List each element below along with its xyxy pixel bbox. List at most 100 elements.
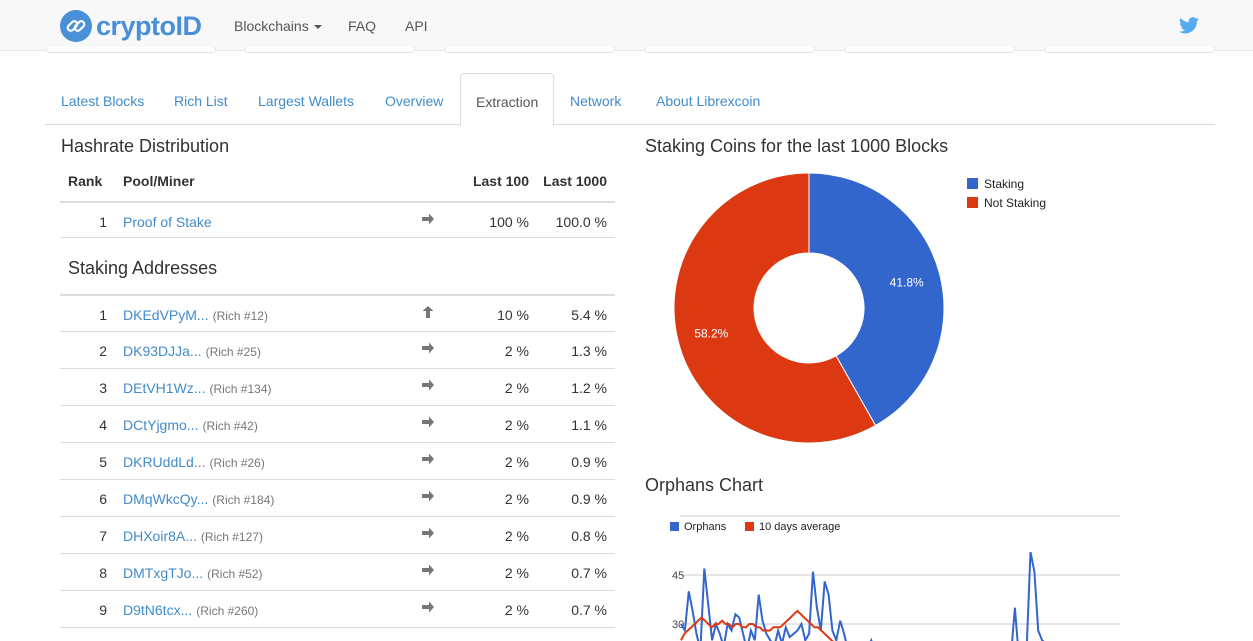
legend-swatch [967,178,978,189]
legend-orphans: Orphans [670,521,726,533]
row-last1000: 1.2 % [571,380,607,396]
table-row: 8 DMTxgTJo... (Rich #52) 2 % 0.7 % [60,553,615,590]
address-link[interactable]: DKEdVPyM... (Rich #12) [123,307,268,323]
header-rank: Rank [68,173,103,189]
rich-rank: (Rich #127) [200,530,263,544]
nav-blockchains-dropdown[interactable]: Blockchains [234,18,322,34]
arrow-right-icon [421,489,435,506]
series-line-10-days-average [680,609,834,641]
hashrate-title: Hashrate Distribution [61,136,230,156]
address-text: DCtYjgmo... [123,417,199,433]
pie-slice-label: 41.8% [890,275,924,289]
row-last100: 100 % [489,214,529,230]
rich-rank: (Rich #26) [209,456,265,470]
pie-slice-label: 58.2% [694,327,728,341]
arrow-right-icon [421,563,435,580]
row-last100: 2 % [504,565,529,581]
brand-name: cryptoID [96,10,202,41]
series-line-orphans [680,551,1045,641]
chain-link-icon [60,10,92,42]
nav-faq[interactable]: FAQ [348,18,377,34]
row-rank: 4 [99,417,107,433]
nav-api[interactable]: API [405,18,428,34]
row-last1000: 0.7 % [571,602,607,618]
tab-overview[interactable]: Overview [385,93,444,109]
address-link[interactable]: DEtVH1Wz... (Rich #134) [123,380,272,396]
row-rank: 8 [99,565,107,581]
row-rank: 5 [99,454,107,470]
pie-slice-not-staking [673,172,877,444]
ghost-panel [845,47,1015,53]
address-link[interactable]: DMqWkcQy... (Rich #184) [123,491,274,507]
ghost-panel [645,47,815,53]
table-row: 4 DCtYjgmo... (Rich #42) 2 % 1.1 % [60,405,615,442]
address-link[interactable]: DHXoir8A... (Rich #127) [123,528,263,544]
address-link[interactable]: D9tN6tcx... (Rich #260) [123,602,258,618]
table-row: 1 DKEdVPyM... (Rich #12) 10 % 5.4 % [60,294,615,331]
rich-rank: (Rich #260) [196,604,259,618]
address-text: DKEdVPyM... [123,307,209,323]
caret-down-icon [313,25,322,30]
header-last1000: Last 1000 [543,173,607,189]
staking-table: 1 DKEdVPyM... (Rich #12) 10 % 5.4 % 2 DK93DJJa… [60,294,615,634]
row-last1000: 0.9 % [571,491,607,507]
address-link[interactable]: DKRUddLd... (Rich #26) [123,454,265,470]
arrow-right-icon [421,415,435,432]
table-row: 2 DK93DJJa... (Rich #25) 2 % 1.3 % [60,331,615,368]
address-link[interactable]: DMTxgTJo... (Rich #52) [123,565,262,581]
address-text: DK93DJJa... [123,343,202,359]
address-text: DMqWkcQy... [123,491,209,507]
row-last100: 10 % [497,307,529,323]
arrow-right-icon [421,526,435,543]
row-last1000: 100.0 % [555,214,607,230]
navbar: cryptoID Blockchains FAQ API [0,0,1253,51]
tab-about-librexcoin[interactable]: About Librexcoin [656,93,761,109]
arrow-right-icon [421,600,435,617]
y-tick-label: 45 [672,570,684,582]
table-row: 7 DHXoir8A... (Rich #127) 2 % 0.8 % [60,516,615,553]
tab-rich-list[interactable]: Rich List [174,93,228,109]
row-rank: 2 [99,343,107,359]
tab-largest-wallets[interactable]: Largest Wallets [258,93,354,109]
row-last100: 2 % [504,454,529,470]
table-row: 5 DKRUddLd... (Rich #26) 2 % 0.9 % [60,442,615,479]
pool-link[interactable]: Proof of Stake [123,214,212,230]
legend-swatch [745,522,754,531]
staking-chart-title: Staking Coins for the last 1000 Blocks [645,136,949,156]
arrow-right-icon [421,452,435,469]
rich-rank: (Rich #12) [212,309,268,323]
row-last1000: 0.7 % [571,565,607,581]
tab-latest-blocks[interactable]: Latest Blocks [61,93,145,109]
row-rank: 6 [99,491,107,507]
ghost-panel [1045,47,1215,53]
staking-pie-chart: 41.8% 58.2% [673,172,945,444]
orphans-line-chart: 30 45 [672,515,1120,641]
header-last100: Last 100 [472,173,529,189]
rich-rank: (Rich #134) [209,382,272,396]
table-row: 1 Proof of Stake 100 % 100.0 % [60,201,615,238]
tab-extraction[interactable]: Extraction [460,73,555,126]
twitter-icon[interactable] [1179,17,1199,37]
row-last100: 2 % [504,528,529,544]
address-link[interactable]: DK93DJJa... (Rich #25) [123,343,261,359]
row-last100: 2 % [504,602,529,618]
arrow-up-icon [421,305,435,322]
ghost-panel [46,47,216,53]
legend-not-staking: Not Staking [967,196,1046,210]
address-link[interactable]: DCtYjgmo... (Rich #42) [123,417,258,433]
legend-label: Orphans [684,521,727,533]
rich-rank: (Rich #42) [202,419,258,433]
rich-rank: (Rich #184) [212,493,275,507]
brand-logo[interactable]: cryptoID [60,8,202,44]
legend-swatch [967,197,978,208]
legend-label: Not Staking [984,196,1047,210]
row-rank: 1 [99,307,107,323]
legend-label: 10 days average [759,521,841,533]
staking-title: Staking Addresses [68,258,218,278]
address-text: DHXoir8A... [123,528,197,544]
rich-rank: (Rich #52) [207,567,263,581]
header-pool: Pool/Miner [123,173,195,189]
tab-network[interactable]: Network [570,93,622,109]
arrow-right-icon [421,378,435,395]
address-text: DKRUddLd... [123,454,206,470]
